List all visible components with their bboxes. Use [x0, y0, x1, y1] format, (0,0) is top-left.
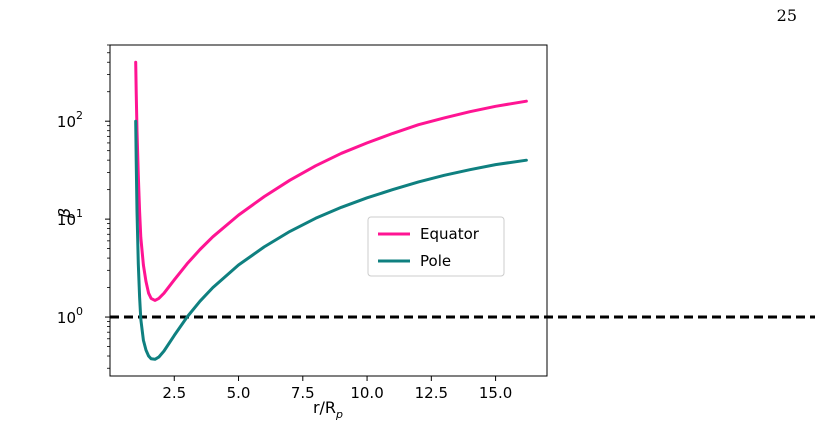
page-number: 25 — [776, 6, 797, 25]
plot-area-frame — [109, 44, 548, 377]
x-axis-ticks: 2.5 5.0 7.5 10.0 12.5 15.0 — [162, 376, 512, 402]
x-tick-label: 2.5 — [162, 384, 186, 402]
x-tick-label: 15.0 — [479, 384, 512, 402]
x-tick-label: 5.0 — [227, 384, 251, 402]
y-tick-label: 100 — [57, 305, 83, 327]
x-tick-label: 10.0 — [350, 384, 383, 402]
x-axis-label: r/Rp — [313, 398, 343, 421]
x-tick-label: 12.5 — [415, 384, 448, 402]
y-axis-label: β — [55, 208, 74, 219]
y-tick-label: 102 — [57, 109, 83, 131]
legend-label-pole: Pole — [420, 252, 451, 270]
series-line-equator — [134, 60, 528, 302]
series-layer — [110, 60, 815, 361]
legend: Equator Pole — [367, 216, 505, 277]
legend-label-equator: Equator — [420, 225, 480, 243]
series-line-pole — [134, 119, 528, 361]
x-tick-label: 7.5 — [291, 384, 315, 402]
